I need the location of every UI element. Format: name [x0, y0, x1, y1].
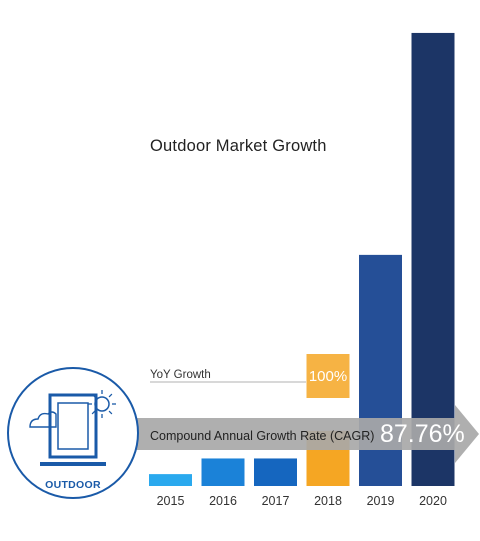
display-screen	[57, 402, 89, 450]
cloud-icon	[29, 411, 57, 428]
x-tick-label: 2020	[419, 494, 447, 508]
sun-ray	[108, 393, 113, 398]
x-tick-label: 2016	[209, 494, 237, 508]
x-tick-label: 2019	[367, 494, 395, 508]
x-tick-label: 2017	[262, 494, 290, 508]
bar-2017	[254, 458, 297, 486]
yoy-growth-value: 100%	[308, 368, 348, 385]
outdoor-badge-label: OUTDOOR	[45, 479, 101, 491]
cagr-arrow	[120, 405, 479, 463]
display-frame	[48, 393, 98, 459]
bar-2015	[149, 474, 192, 486]
bar-2020	[411, 32, 455, 486]
x-tick-label: 2018	[314, 494, 342, 508]
sun-icon	[94, 396, 110, 412]
sun-ray	[91, 393, 96, 398]
bar-2016	[201, 458, 245, 486]
tick-labels-group: 2015 2016 2017 2018 2019 2020	[157, 494, 447, 508]
display-base	[40, 462, 106, 466]
cagr-value: 87.76%	[380, 420, 465, 448]
yoy-growth-label: YoY Growth	[150, 369, 211, 381]
chart-title: Outdoor Market Growth	[150, 137, 327, 155]
sun-ray	[108, 410, 113, 415]
sun-ray	[91, 410, 96, 415]
x-tick-label: 2015	[157, 494, 185, 508]
highlight-2018-yoy-band	[306, 354, 350, 398]
cagr-label: Compound Annual Growth Rate (CAGR)	[150, 429, 375, 443]
bar-2019	[359, 254, 402, 486]
outdoor-display-icon	[7, 367, 139, 499]
